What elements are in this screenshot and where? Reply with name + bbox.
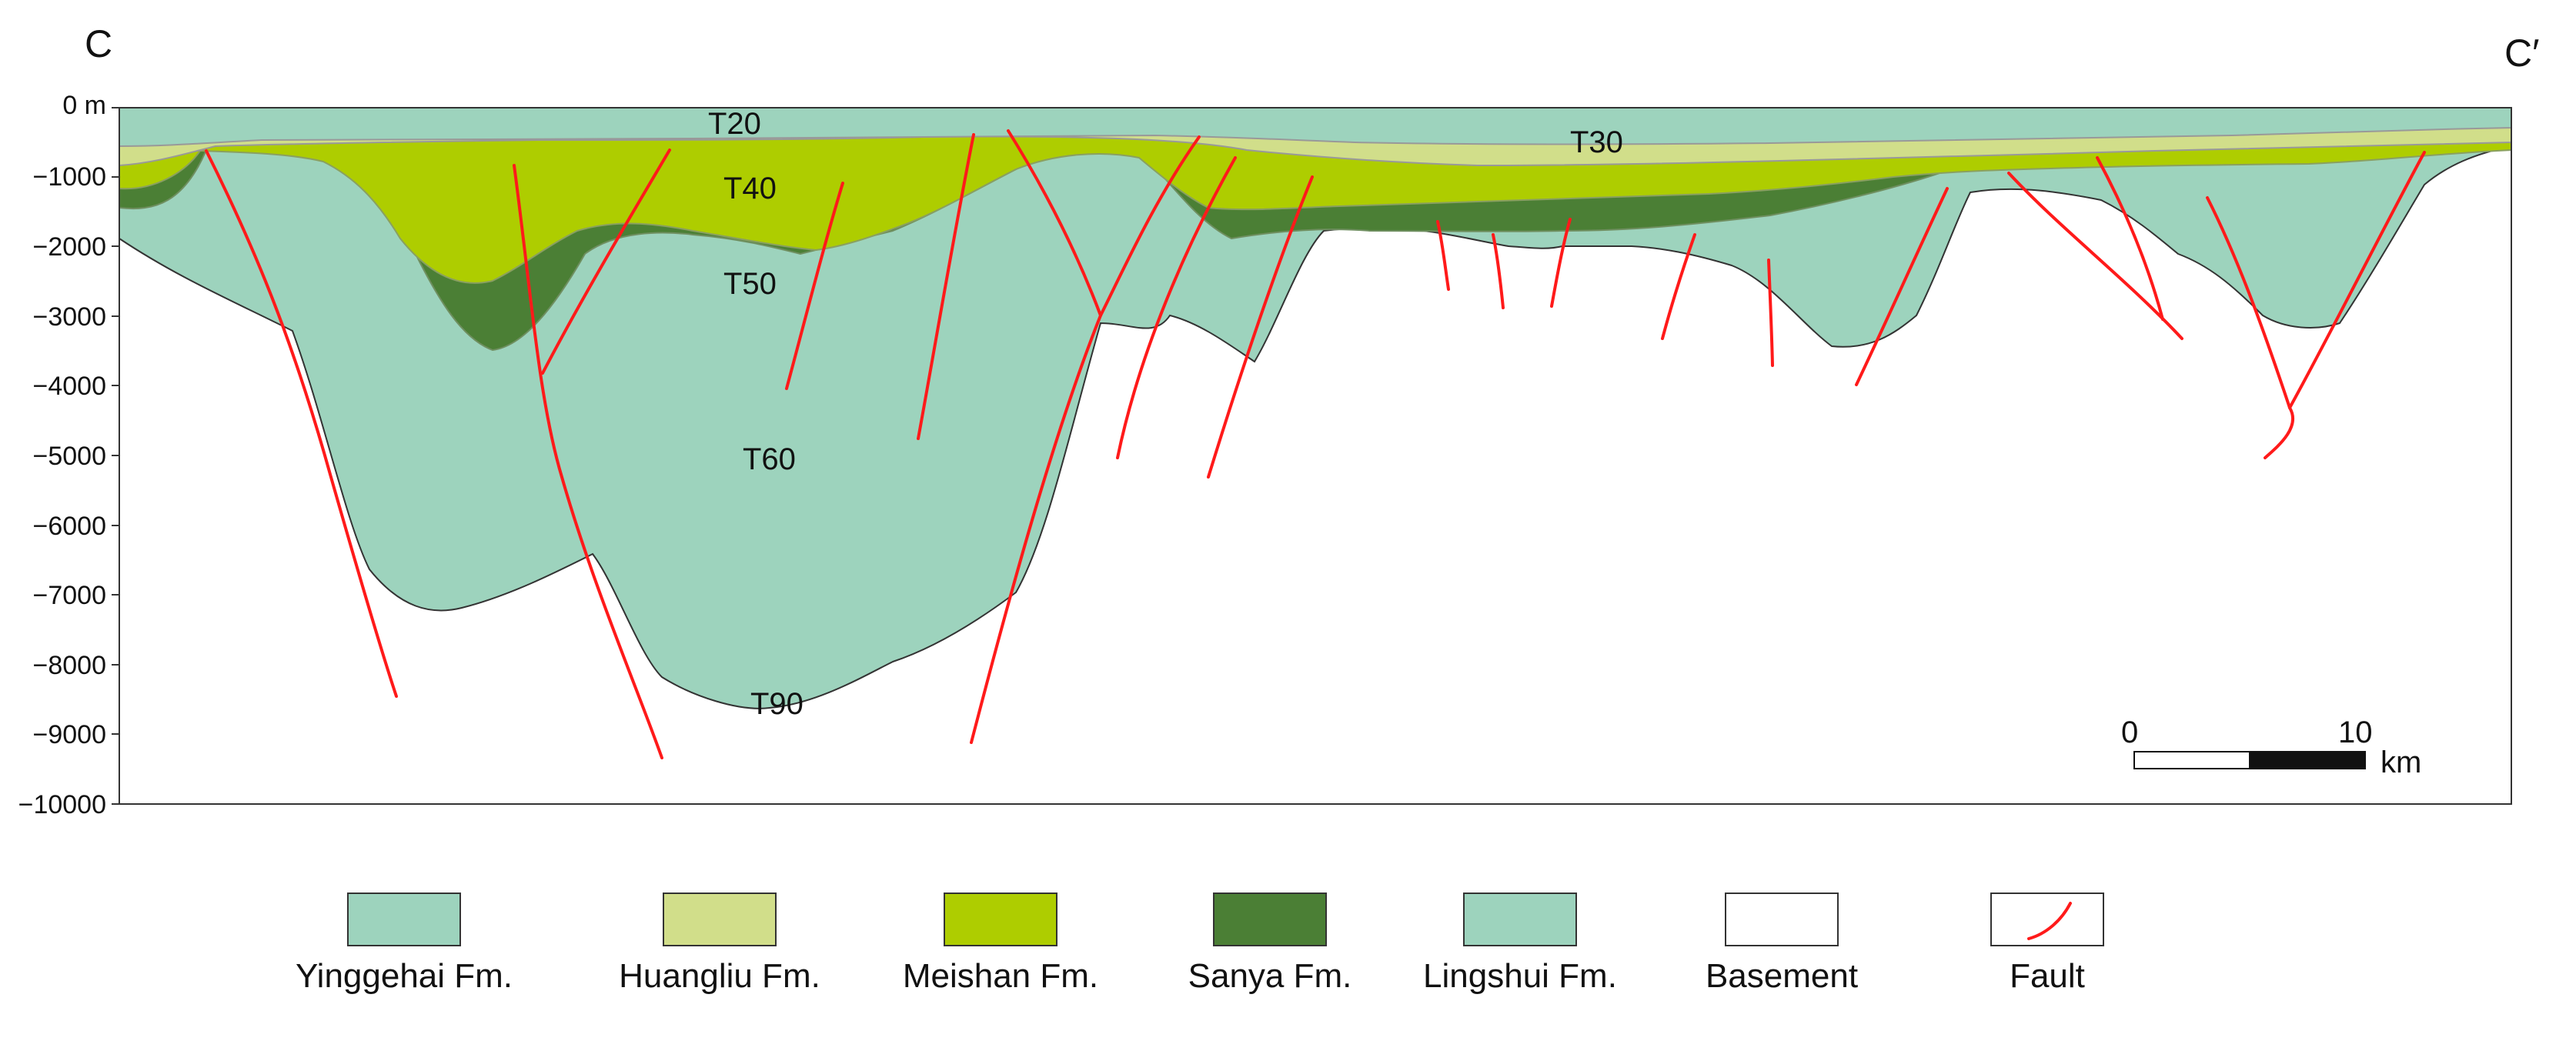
legend: Yinggehai Fm. Huangliu Fm. Meishan Fm. S… [0,893,2576,1039]
fault-line [785,182,844,390]
legend-swatch [944,893,1057,946]
lingshui-formation [119,107,2512,709]
legend-label: Sanya Fm. [1188,957,1352,995]
legend-label: Huangliu Fm. [619,957,820,995]
depth-tick-label: −8000 [33,651,107,680]
fault-line [1855,187,1949,386]
horizon-label-t30: T30 [1570,125,1623,159]
fault-line [1099,135,1201,317]
section-end-label: C′ [2504,32,2540,75]
fault-line [1767,259,1774,367]
scale-bar-unit-label: km [2381,746,2421,779]
legend-swatch [1463,893,1577,946]
scale-bar-black [2249,751,2366,769]
legend-swatch [347,893,461,946]
horizon-label-t50: T50 [723,267,777,301]
legend-item-lingshui: Lingshui Fm. [1370,893,1670,996]
fault-line [1492,233,1505,309]
depth-axis-labels: 0 m −1000 −2000 −3000 −4000 −5000 −6000 … [18,91,106,819]
legend-item-basement: Basement [1632,893,1932,996]
legend-swatch [663,893,777,946]
legend-swatch [1725,893,1839,946]
fault-lines [205,129,2426,759]
fault-line [2096,156,2164,321]
legend-item-meishan: Meishan Fm. [850,893,1151,996]
scale-bar-end-label: 10 [2338,716,2373,749]
fault-line [1116,156,1237,459]
legend-label: Meishan Fm. [902,957,1099,995]
cross-section: 0 m −1000 −2000 −3000 −4000 −5000 −6000 … [18,91,2512,819]
yinggehai-formation [119,107,2512,148]
horizon-label-t90: T90 [750,687,804,721]
legend-label: Yinggehai Fm. [295,957,513,995]
fault-line [2206,196,2295,459]
legend-item-sanya: Sanya Fm. [1120,893,1420,996]
legend-item-huangliu: Huangliu Fm. [570,893,870,996]
fault-line [541,148,671,375]
horizon-label-t60: T60 [743,442,796,476]
legend-label: Lingshui Fm. [1423,957,1617,995]
fault-line [513,164,663,759]
depth-axis [112,107,119,805]
legend-label: Fault [2010,957,2085,995]
legend-swatch [1990,893,2104,946]
depth-tick-label: −9000 [33,720,107,749]
legend-item-yinggehai: Yinggehai Fm. [254,893,554,996]
legend-label: Basement [1705,957,1859,995]
fault-line [1207,175,1314,479]
fault-line [205,149,398,698]
fault-line [1661,233,1696,340]
fault-line [2007,172,2183,340]
legend-swatch [1213,893,1327,946]
depth-tick-label: −3000 [33,302,107,332]
fault-line [1550,218,1572,308]
depth-tick-label: −6000 [33,512,107,541]
depth-tick-label: 0 m [62,91,106,120]
fault-line [1436,220,1450,291]
scale-bar: 0 10 km [2121,716,2421,779]
scale-bar-white [2133,751,2250,769]
depth-tick-label: −7000 [33,581,107,610]
depth-tick-label: −2000 [33,232,107,262]
fault-symbol-icon [2027,902,2072,940]
fault-line [917,133,975,440]
horizon-label-t20: T20 [708,107,761,141]
depth-tick-label: −4000 [33,372,107,401]
legend-item-fault: Fault [1897,893,2197,996]
fault-line [2288,151,2426,409]
depth-tick-label: −1000 [33,162,107,192]
depth-tick-label: −10000 [18,790,106,819]
section-start-label: C [85,22,113,65]
fault-line [970,129,1103,744]
scale-bar-start-label: 0 [2121,716,2138,749]
horizon-label-t40: T40 [723,172,777,205]
depth-tick-label: −5000 [33,442,107,471]
